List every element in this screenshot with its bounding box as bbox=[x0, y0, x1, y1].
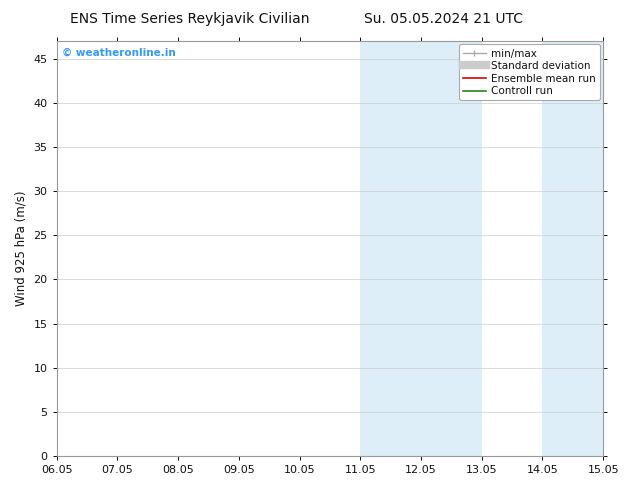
Text: ENS Time Series Reykjavik Civilian: ENS Time Series Reykjavik Civilian bbox=[70, 12, 310, 26]
Legend: min/max, Standard deviation, Ensemble mean run, Controll run: min/max, Standard deviation, Ensemble me… bbox=[459, 44, 600, 100]
Y-axis label: Wind 925 hPa (m/s): Wind 925 hPa (m/s) bbox=[15, 191, 28, 306]
Bar bbox=[421, 41, 482, 456]
Text: © weatheronline.in: © weatheronline.in bbox=[62, 48, 176, 57]
Text: Su. 05.05.2024 21 UTC: Su. 05.05.2024 21 UTC bbox=[365, 12, 523, 26]
Bar bbox=[543, 41, 603, 456]
Bar bbox=[360, 41, 421, 456]
